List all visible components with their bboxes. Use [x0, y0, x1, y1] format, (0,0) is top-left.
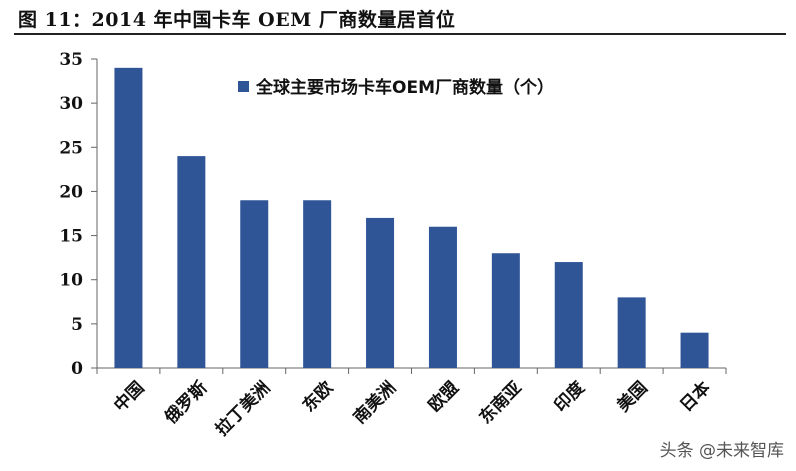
x-axis: 中国 俄罗斯 拉丁美洲 东欧 南美洲 欧盟 东南亚 印度 美国 日本: [96, 367, 727, 440]
bar: [177, 156, 206, 368]
x-category-label: 日本: [676, 377, 715, 416]
y-tick-label: 25: [59, 138, 83, 158]
bar: [617, 297, 646, 368]
x-category-label: 印度: [550, 376, 590, 416]
title-divider: [14, 33, 786, 35]
bar: [366, 217, 395, 368]
x-category-label: 拉丁美洲: [211, 377, 274, 440]
bar: [554, 262, 583, 368]
bar: [428, 226, 457, 368]
x-category-label: 中国: [110, 377, 149, 416]
legend-label: 全球主要市场卡车OEM厂商数量（个）: [255, 77, 554, 98]
y-tick-label: 5: [71, 315, 83, 335]
watermark-text: 头条 @未来智库: [659, 441, 784, 461]
x-category-label: 俄罗斯: [160, 377, 212, 429]
bar: [114, 67, 143, 368]
bars: [114, 67, 709, 368]
bar: [303, 200, 332, 368]
x-category-label: 欧盟: [424, 377, 463, 416]
x-category-label: 南美洲: [349, 377, 400, 428]
y-tick-label: 35: [59, 50, 83, 70]
y-tick-label: 15: [59, 227, 83, 247]
bar: [680, 332, 709, 368]
legend-swatch: [238, 81, 249, 92]
y-axis: 0 5 10 15 20 25 30 35: [59, 50, 98, 379]
x-category-label: 东欧: [298, 377, 337, 416]
figure-title: 图 11：2014 年中国卡车 OEM 厂商数量居首位: [18, 9, 456, 31]
y-tick-label: 30: [59, 94, 83, 114]
y-tick-label: 20: [59, 182, 83, 202]
x-category-label: 美国: [613, 377, 652, 416]
legend: 全球主要市场卡车OEM厂商数量（个）: [238, 77, 554, 98]
bar: [240, 200, 269, 368]
y-tick-label: 10: [59, 271, 83, 291]
y-tick-label: 0: [71, 359, 83, 379]
x-category-label: 东南亚: [475, 377, 526, 428]
bar: [491, 253, 520, 368]
